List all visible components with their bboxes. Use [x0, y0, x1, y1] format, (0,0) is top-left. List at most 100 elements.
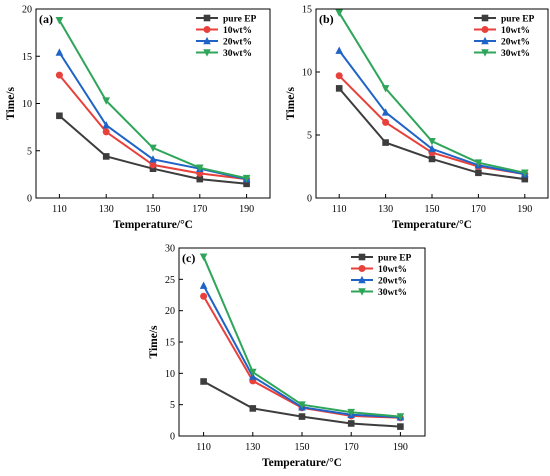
data-point — [249, 368, 257, 377]
data-point — [149, 165, 157, 173]
y-tick-label: 15 — [302, 5, 312, 16]
legend-label: 30wt% — [501, 49, 530, 59]
legend-marker — [203, 14, 211, 22]
y-tick-label: 20 — [22, 5, 32, 16]
data-point — [298, 401, 306, 409]
data-point — [55, 17, 64, 25]
data-point — [347, 408, 355, 417]
data-point — [196, 164, 204, 172]
data-point — [382, 118, 390, 126]
series-1 — [56, 112, 250, 188]
y-tick-label: 5 — [27, 146, 32, 157]
panel-label: (c) — [182, 251, 195, 265]
data-point — [56, 112, 63, 120]
data-point — [396, 413, 405, 421]
y-tick-label: 5 — [307, 131, 312, 142]
legend-label: 20wt% — [378, 277, 407, 287]
chart-panel-3: 0 5 10 15 20 25 30 110 130 150 170 190 Temperature/°… — [148, 244, 426, 469]
data-point — [242, 174, 251, 183]
series-1 — [200, 378, 404, 430]
y-tick-label: 10 — [165, 369, 175, 380]
data-point — [199, 281, 208, 289]
x-tick-label: 190 — [517, 204, 532, 215]
series-line — [338, 87, 525, 181]
series-line — [202, 295, 401, 419]
x-tick-label: 190 — [239, 204, 254, 215]
x-tick-label: 170 — [471, 204, 486, 215]
data-point — [149, 144, 157, 153]
data-point — [102, 153, 110, 160]
data-point — [102, 128, 110, 136]
y-tick-label: 25 — [165, 275, 175, 286]
y-tick-label: 15 — [165, 338, 175, 349]
legend-marker — [481, 26, 489, 33]
y-tick-label: 20 — [165, 306, 175, 317]
data-point — [55, 48, 64, 56]
data-point — [474, 159, 483, 167]
x-tick-label: 170 — [344, 442, 359, 453]
y-tick-label: 0 — [170, 432, 175, 443]
legend-label: 30wt% — [223, 49, 252, 59]
legend-marker — [481, 14, 489, 22]
legend-label: 10wt% — [378, 265, 407, 275]
legend-label: pure EP — [501, 15, 535, 25]
data-point — [102, 97, 110, 105]
chart-panel-2: 0 5 10 15 110 130 150 170 190 Temperature/°C Time/… — [285, 5, 549, 231]
legend-label: pure EP — [378, 254, 412, 264]
data-point — [428, 138, 436, 146]
panel-label: (a) — [39, 12, 53, 26]
x-tick-label: 110 — [52, 204, 67, 215]
x-axis-title: Temperature/°C — [262, 457, 342, 469]
x-tick-label: 150 — [425, 204, 440, 215]
x-tick-label: 130 — [378, 204, 393, 215]
chart-panel-1: 0 5 10 15 20 110 130 150 170 190 Temperature/°C Tim… — [5, 5, 271, 231]
data-point — [381, 108, 390, 116]
x-tick-label: 190 — [393, 442, 408, 453]
data-point — [335, 9, 343, 17]
x-tick-label: 110 — [196, 442, 211, 453]
panel-label: (b) — [319, 12, 334, 26]
data-point — [55, 71, 63, 79]
data-point — [335, 72, 343, 80]
legend-marker — [358, 265, 366, 272]
y-axis-title: Time/s — [5, 86, 17, 120]
legend-marker — [203, 49, 211, 57]
x-tick-label: 170 — [192, 204, 207, 215]
data-point — [199, 253, 208, 261]
data-point — [243, 180, 250, 188]
x-tick-label: 130 — [99, 204, 114, 215]
series-3 — [55, 48, 251, 183]
y-tick-label: 15 — [22, 52, 32, 63]
legend-label: 20wt% — [223, 38, 252, 48]
data-point — [428, 155, 436, 163]
legend-marker — [358, 253, 366, 261]
series-3 — [199, 281, 405, 421]
data-point — [382, 139, 389, 146]
data-point — [200, 292, 208, 300]
series-line — [58, 19, 247, 180]
data-point — [200, 378, 207, 385]
data-point — [397, 423, 404, 430]
data-point — [102, 121, 110, 129]
data-point — [335, 46, 343, 54]
y-tick-label: 30 — [165, 244, 175, 255]
series-4 — [199, 253, 405, 421]
y-axis-title: Time/s — [148, 325, 160, 359]
legend-marker — [481, 36, 489, 45]
legend-label: pure EP — [223, 15, 257, 25]
legend-label: 10wt% — [501, 26, 530, 36]
x-axis-title: Temperature/°C — [113, 219, 193, 231]
legend-label: 10wt% — [223, 26, 252, 36]
data-point — [475, 169, 482, 177]
series-3 — [335, 46, 529, 178]
x-tick-label: 150 — [146, 204, 161, 215]
y-axis-title: Time/s — [285, 86, 297, 120]
series-4 — [55, 17, 251, 183]
data-point — [149, 161, 157, 169]
legend-marker — [358, 275, 366, 284]
series-4 — [335, 9, 529, 177]
y-tick-label: 5 — [170, 400, 175, 411]
